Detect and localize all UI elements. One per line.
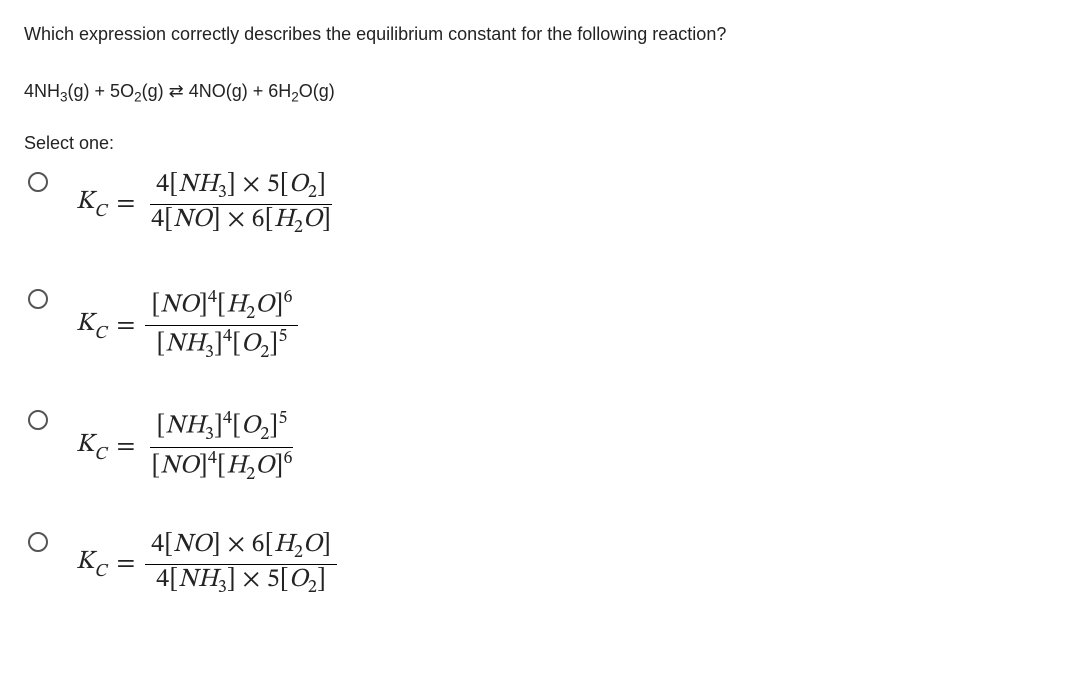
reaction-equation: 4NH3(g) + 5O2(g) ⇄ 4NO(g) + 6H2O(g) (24, 81, 1048, 105)
equals: = (116, 313, 135, 339)
kc-c: C (94, 446, 106, 464)
kc-k: K (76, 311, 94, 337)
radio-c[interactable] (28, 410, 48, 430)
equals: = (116, 551, 135, 577)
equals: = (116, 191, 135, 217)
kc-k: K (76, 549, 94, 575)
r2-sp: O (120, 81, 134, 101)
option-d-equation: KC = 4[NO] × 6[H2O] 4[NH3] × 5[O2] (76, 530, 337, 600)
r2-phase: (g) (142, 81, 164, 101)
r2-coef: 5 (110, 81, 120, 101)
r1-phase: (g) (68, 81, 90, 101)
option-a[interactable]: KC = 4[NH3] × 5[O2] 4[NO] × 6[H2O] (28, 170, 1048, 240)
option-d[interactable]: KC = 4[NO] × 6[H2O] 4[NH3] × 5[O2] (28, 530, 1048, 600)
p1-coef: 4 (189, 81, 199, 101)
p2-sp2: O (299, 81, 313, 101)
kc-k: K (76, 189, 94, 215)
r1-coef: 4 (24, 81, 34, 101)
option-b-equation: KC = [NO]4[H2O]6 [NH3]4[O2]5 (76, 287, 298, 364)
kc-k: K (76, 432, 94, 458)
equals: = (116, 434, 135, 460)
p1-phase: (g) (226, 81, 248, 101)
options-list: KC = 4[NH3] × 5[O2] 4[NO] × 6[H2O] KC = … (24, 170, 1048, 600)
select-one-label: Select one: (24, 133, 1048, 154)
fraction-d: 4[NO] × 6[H2O] 4[NH3] × 5[O2] (145, 530, 337, 600)
r1-sp: NH (34, 81, 60, 101)
kc-c: C (94, 563, 106, 581)
r2-sub: 2 (134, 90, 142, 105)
option-b[interactable]: KC = [NO]4[H2O]6 [NH3]4[O2]5 (28, 287, 1048, 364)
radio-b[interactable] (28, 289, 48, 309)
option-c[interactable]: KC = [NH3]4[O2]5 [NO]4[H2O]6 (28, 408, 1048, 485)
option-a-equation: KC = 4[NH3] × 5[O2] 4[NO] × 6[H2O] (76, 170, 337, 240)
fraction-a: 4[NH3] × 5[O2] 4[NO] × 6[H2O] (145, 170, 337, 240)
arrow: ⇄ (164, 81, 189, 101)
p2-phase: (g) (313, 81, 335, 101)
option-c-equation: KC = [NH3]4[O2]5 [NO]4[H2O]6 (76, 408, 298, 485)
radio-d[interactable] (28, 532, 48, 552)
p2-sp: H (278, 81, 291, 101)
fraction-c: [NH3]4[O2]5 [NO]4[H2O]6 (145, 408, 298, 485)
plus1: + (90, 81, 111, 101)
p2-coef: 6 (268, 81, 278, 101)
kc-c: C (94, 325, 106, 343)
plus2: + (248, 81, 269, 101)
fraction-b: [NO]4[H2O]6 [NH3]4[O2]5 (145, 287, 298, 364)
kc-c: C (94, 203, 106, 221)
r1-sub: 3 (60, 90, 68, 105)
p2-sub: 2 (291, 90, 299, 105)
radio-a[interactable] (28, 172, 48, 192)
p1-sp: NO (199, 81, 226, 101)
question-text: Which expression correctly describes the… (24, 24, 1048, 45)
